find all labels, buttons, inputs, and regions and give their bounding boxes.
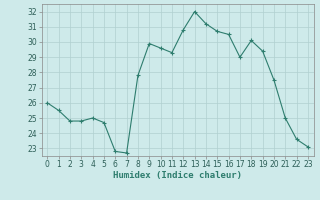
X-axis label: Humidex (Indice chaleur): Humidex (Indice chaleur) [113,171,242,180]
